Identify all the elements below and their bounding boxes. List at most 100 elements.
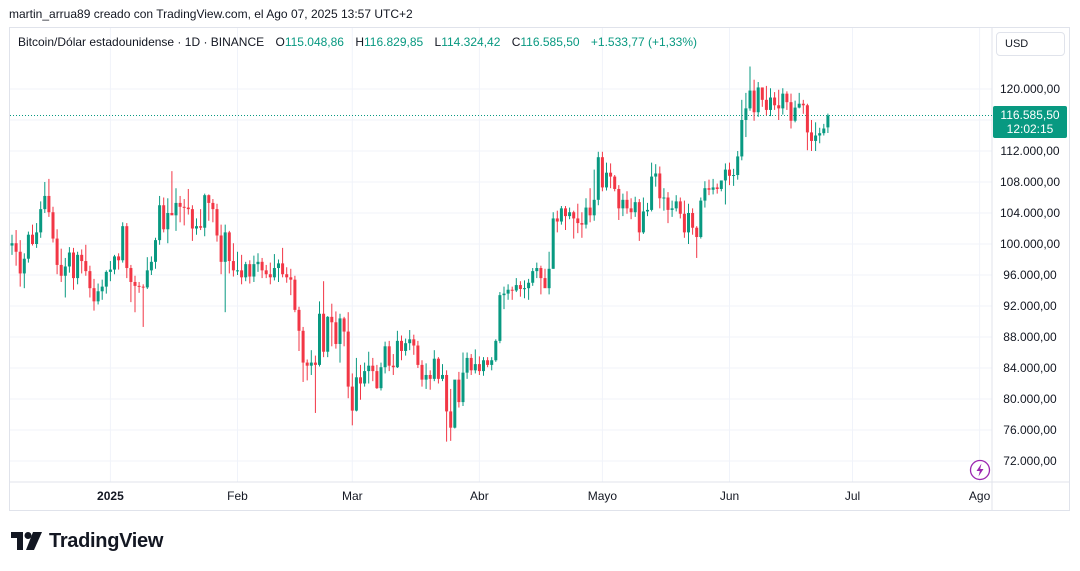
candle-body	[764, 99, 768, 110]
candle-body	[72, 252, 75, 279]
candle-body	[572, 212, 576, 219]
candle-body	[715, 187, 719, 189]
candle-body	[559, 208, 563, 222]
candle-body	[96, 291, 100, 302]
candle-body	[723, 169, 727, 181]
candle-body	[84, 261, 88, 272]
currency-selector-button[interactable]: USD	[996, 32, 1065, 56]
candle-body	[736, 156, 740, 176]
bar-countdown: 12:02:15	[1006, 122, 1054, 136]
lightning-alert-icon[interactable]	[969, 459, 991, 481]
candle-body	[326, 316, 330, 352]
y-tick-label: 120.000,00	[1000, 82, 1060, 96]
candle-body	[367, 365, 371, 372]
candle-body	[740, 120, 744, 157]
candle-body	[445, 374, 449, 412]
y-tick-label: 84.000,00	[1003, 361, 1057, 375]
candle-body	[182, 206, 186, 208]
candle-body	[666, 197, 670, 210]
tradingview-mark-icon	[11, 532, 42, 550]
candle-body	[416, 345, 420, 365]
candle-body	[473, 364, 477, 371]
candle-body	[297, 309, 301, 331]
candle-body	[539, 268, 543, 279]
candle-body	[383, 346, 387, 368]
last-price-value: 116.585,50	[1000, 108, 1060, 122]
y-tick-label: 88.000,00	[1003, 330, 1057, 344]
candle-body	[14, 243, 18, 252]
low-value: 114.324,42	[441, 35, 501, 49]
open-label: O	[275, 35, 285, 49]
candle-body	[826, 115, 830, 128]
candle-body	[207, 195, 211, 203]
candle-body	[744, 108, 748, 120]
candle-body	[211, 202, 215, 210]
candle-body	[551, 218, 555, 269]
candle-body	[100, 286, 104, 292]
candle-body	[555, 218, 559, 222]
candle-body	[227, 232, 231, 262]
candle-body	[346, 331, 350, 387]
candle-body	[629, 208, 633, 213]
candle-body	[674, 201, 678, 209]
candle-body	[420, 364, 424, 380]
candle-body	[26, 234, 30, 259]
tradingview-logo[interactable]: TradingView	[11, 529, 163, 553]
candle-body	[785, 93, 789, 103]
candle-body	[748, 90, 752, 109]
candle-body	[133, 281, 137, 286]
candle-body	[166, 213, 170, 230]
candle-body	[354, 377, 358, 411]
candle-body	[719, 180, 723, 189]
candle-body	[662, 197, 666, 199]
candle-body	[527, 282, 531, 289]
candle-body	[822, 128, 826, 134]
candle-body	[113, 256, 116, 270]
y-tick-label: 92.000,00	[1003, 299, 1057, 313]
x-tick-label: Abr	[470, 489, 489, 503]
tradingview-wordmark: TradingView	[49, 529, 164, 552]
candle-body	[363, 371, 367, 384]
candle-body	[31, 234, 34, 244]
candle-body	[395, 340, 399, 368]
candle-body	[728, 169, 731, 176]
candle-body	[125, 226, 129, 269]
close-label: C	[511, 35, 521, 49]
candle-body	[641, 211, 645, 233]
candle-body	[264, 270, 268, 275]
candle-body	[141, 286, 145, 288]
candle-body	[309, 362, 313, 366]
candle-body	[695, 227, 699, 238]
chart-attribution: martin_arrua89 creado con TradingView.co…	[9, 7, 413, 21]
candle-body	[523, 288, 526, 290]
candle-body	[104, 271, 108, 287]
candle-body	[498, 295, 502, 341]
y-tick-label: 72.000,00	[1003, 454, 1057, 468]
candle-body	[359, 377, 362, 384]
candle-body	[457, 379, 461, 403]
candle-body	[35, 232, 39, 244]
candle-body	[453, 379, 457, 428]
candle-body	[613, 176, 617, 189]
candle-body	[137, 285, 141, 287]
candle-body	[732, 175, 736, 177]
candle-body	[108, 269, 112, 272]
symbol-label[interactable]: Bitcoin/Dólar estadounidense · 1D · BINA…	[18, 35, 265, 49]
candle-body	[625, 199, 629, 209]
candle-body	[547, 268, 551, 289]
candle-body	[576, 218, 580, 224]
candle-body	[252, 264, 256, 277]
candle-body	[391, 365, 395, 368]
candle-body	[67, 252, 71, 267]
candle-body	[486, 360, 490, 365]
ohlc-legend: Bitcoin/Dólar estadounidense · 1D · BINA…	[18, 35, 697, 49]
candle-body	[769, 97, 772, 110]
candle-body	[633, 202, 637, 213]
candle-body	[293, 279, 297, 310]
candle-body	[342, 318, 346, 332]
candle-body	[490, 360, 494, 365]
candle-body	[621, 199, 625, 209]
candle-body	[682, 213, 686, 233]
candle-body	[412, 339, 416, 346]
